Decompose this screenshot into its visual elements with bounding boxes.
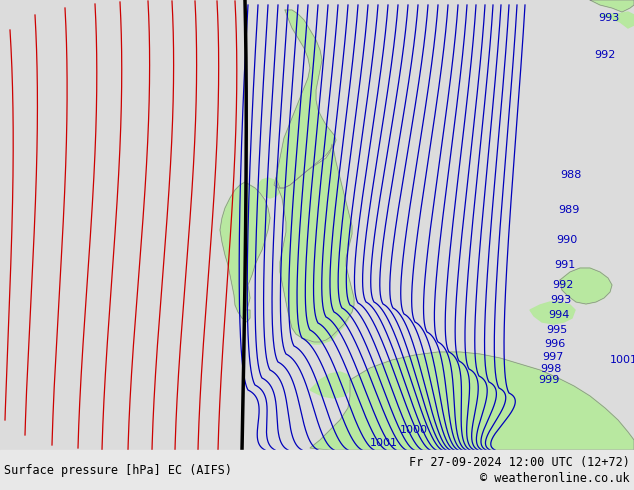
Polygon shape — [258, 178, 280, 198]
Text: Fr 27-09-2024 12:00 UTC (12+72): Fr 27-09-2024 12:00 UTC (12+72) — [409, 456, 630, 468]
Text: 1001: 1001 — [370, 438, 398, 448]
Polygon shape — [600, 12, 634, 28]
Polygon shape — [590, 0, 634, 12]
Text: 1000: 1000 — [400, 425, 428, 435]
Text: 991: 991 — [554, 260, 575, 270]
Text: 988: 988 — [560, 170, 581, 180]
Bar — [0, 450, 634, 490]
Text: 1001: 1001 — [610, 355, 634, 365]
Polygon shape — [220, 182, 270, 322]
Text: 997: 997 — [542, 352, 564, 362]
Text: 990: 990 — [556, 235, 577, 245]
Text: 992: 992 — [552, 280, 573, 290]
Text: Surface pressure [hPa] EC (AIFS): Surface pressure [hPa] EC (AIFS) — [4, 464, 232, 476]
Polygon shape — [274, 10, 336, 188]
Text: 998: 998 — [540, 364, 561, 374]
Polygon shape — [310, 352, 634, 450]
Polygon shape — [530, 302, 575, 324]
Polygon shape — [310, 372, 352, 398]
Text: 994: 994 — [548, 310, 569, 320]
Polygon shape — [296, 296, 350, 344]
Text: 993: 993 — [550, 295, 571, 305]
Text: 993: 993 — [598, 13, 619, 23]
Polygon shape — [276, 144, 354, 342]
Text: 999: 999 — [538, 375, 559, 385]
Polygon shape — [560, 268, 612, 304]
Text: 992: 992 — [594, 50, 616, 60]
Text: 996: 996 — [544, 339, 566, 349]
Text: 989: 989 — [558, 205, 579, 215]
Text: 995: 995 — [546, 325, 567, 335]
Text: © weatheronline.co.uk: © weatheronline.co.uk — [481, 471, 630, 485]
